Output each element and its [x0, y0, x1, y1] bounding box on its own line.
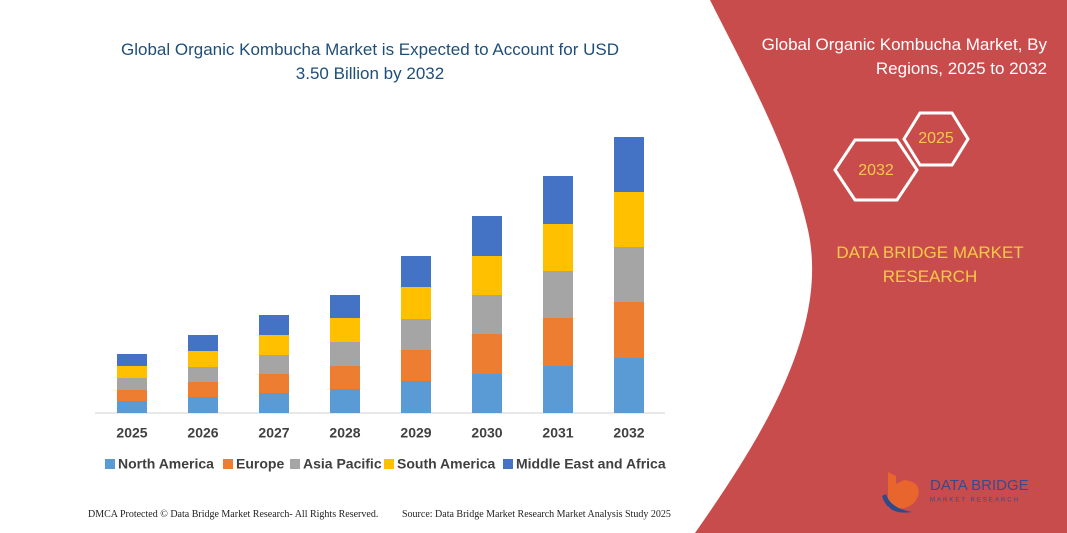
bar-segment: [259, 355, 289, 374]
bar-segment: [188, 397, 218, 413]
bar-segment: [117, 354, 147, 366]
bar-segment: [188, 351, 218, 367]
bar-segment: [401, 350, 431, 381]
bar-segment: [614, 192, 644, 247]
bar-segment: [117, 401, 147, 413]
side-title: Global Organic Kombucha Market, By Regio…: [761, 35, 1047, 78]
bar-segment: [401, 256, 431, 287]
bar-segment: [614, 302, 644, 358]
bar-segment: [259, 393, 289, 413]
bar-segment: [472, 374, 502, 413]
hexagon: [902, 111, 970, 167]
bar-segment: [188, 335, 218, 351]
bar-segment: [117, 366, 147, 378]
brand: DATA BRIDGE MARKET RESEARCH: [836, 243, 1024, 286]
bar-segment: [472, 216, 502, 256]
legend-swatch: [503, 459, 513, 469]
legend-label: North America: [118, 456, 214, 472]
legend-swatch: [223, 459, 233, 469]
bar-segment: [614, 247, 644, 302]
bar-segment: [259, 374, 289, 393]
x-tick-label: 2030: [471, 425, 502, 441]
legend-swatch: [384, 459, 394, 469]
bar-segment: [259, 335, 289, 355]
logo-tagline: MARKET RESEARCH: [930, 498, 1020, 504]
logo-mark: [888, 472, 919, 509]
bar-segment: [543, 176, 573, 224]
bar-segment: [330, 295, 360, 318]
bar-segment: [614, 358, 644, 413]
legend-swatch: [290, 459, 300, 469]
bar-segment: [614, 137, 644, 192]
hexagon-label: 2032: [858, 162, 894, 179]
bar-segment: [117, 378, 147, 390]
legend-label: Asia Pacific: [303, 456, 382, 472]
bar-segment: [472, 334, 502, 374]
x-tick-label: 2026: [187, 425, 218, 441]
bar-segment: [330, 342, 360, 366]
x-tick-label: 2027: [258, 425, 289, 441]
bar-segment: [259, 315, 289, 335]
bar-segment: [188, 367, 218, 382]
bar-segment: [330, 318, 360, 342]
legend-label: Middle East and Africa: [516, 456, 666, 472]
bar-segment: [401, 287, 431, 319]
bar-segment: [330, 389, 360, 413]
chart-title: Global Organic Kombucha Market is Expect…: [121, 40, 619, 83]
footer-left: DMCA Protected © Data Bridge Market Rese…: [88, 509, 379, 520]
bar-segment: [472, 295, 502, 334]
x-tick-label: 2032: [613, 425, 644, 441]
hexagon: [833, 138, 919, 202]
bar-segment: [401, 381, 431, 413]
x-tick-label: 2031: [542, 425, 573, 441]
logo-name: DATA BRIDGE: [930, 477, 1029, 494]
bar-segment: [330, 366, 360, 389]
bar-segment: [543, 318, 573, 366]
bar-segment: [188, 382, 218, 397]
logo-mark: [882, 494, 912, 513]
x-tick-label: 2025: [116, 425, 147, 441]
footer-right: Source: Data Bridge Market Research Mark…: [402, 509, 671, 520]
x-tick-label: 2028: [329, 425, 360, 441]
side-panel: [695, 0, 1067, 533]
bar-segment: [401, 319, 431, 350]
bar-segment: [117, 390, 147, 401]
legend-label: Europe: [236, 456, 284, 472]
hexagon-label: 2025: [918, 130, 954, 147]
bar-segment: [472, 256, 502, 295]
bar-segment: [543, 224, 573, 271]
legend-swatch: [105, 459, 115, 469]
bar-segment: [543, 271, 573, 318]
x-tick-label: 2029: [400, 425, 431, 441]
legend-label: South America: [397, 456, 495, 472]
bar-segment: [543, 366, 573, 413]
